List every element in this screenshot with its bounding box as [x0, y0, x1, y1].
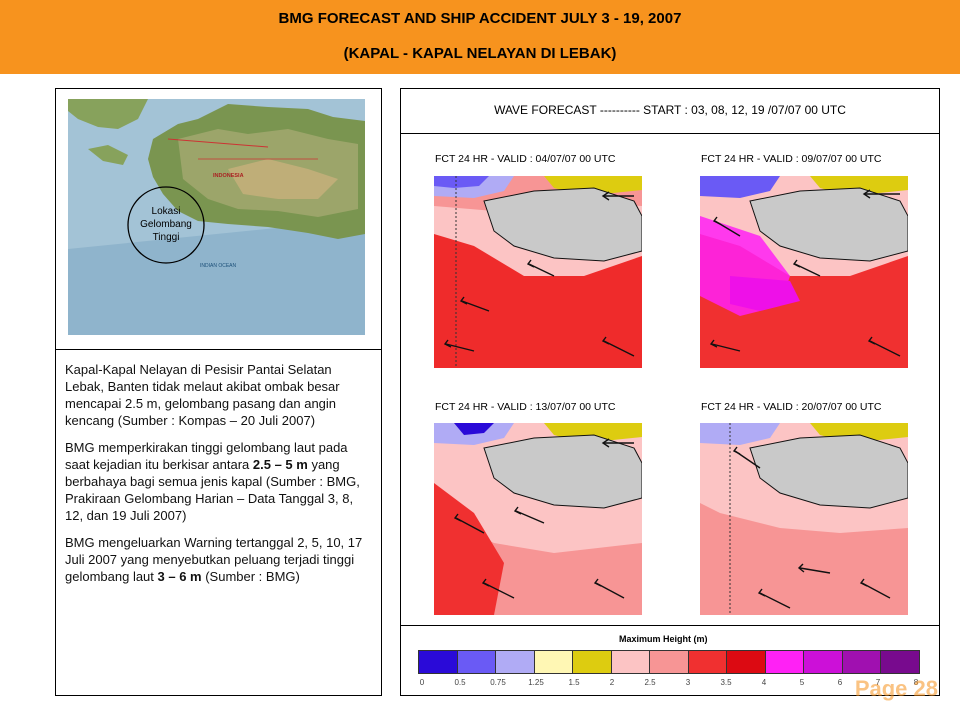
color-scale-swatch [804, 651, 843, 673]
color-scale-swatch [842, 651, 882, 673]
circle-label-line-1: Lokasi [152, 206, 181, 217]
circle-label-line-2: Gelombang [140, 219, 192, 230]
color-scale-tick-label: 2.5 [644, 678, 656, 687]
legend-divider [401, 625, 939, 626]
color-scale-tick-label: 0.5 [454, 678, 466, 687]
legend-title: Maximum Height (m) [619, 634, 708, 644]
circle-label-line-3: Tinggi [153, 232, 180, 243]
title-line-1: BMG FORECAST AND SHIP ACCIDENT JULY 3 - … [278, 10, 682, 27]
map-country-label: INDONESIA [213, 173, 244, 179]
forecast-label-3: FCT 24 HR - VALID : 13/07/07 00 UTC [435, 401, 616, 413]
map-ocean-label: INDIAN OCEAN [200, 263, 237, 269]
color-scale-tick-label: 8 [913, 678, 919, 687]
color-scale-tick-label: 1.25 [528, 678, 544, 687]
color-scale-tick-label: 0 [419, 678, 425, 687]
color-scale-tick-label: 7 [875, 678, 881, 687]
color-scale-tick-label: 3 [685, 678, 691, 687]
location-map: INDONESIA INDIAN OCEAN Lokasi Gelombang … [68, 99, 365, 335]
color-scale-swatch [881, 651, 919, 673]
color-scale-swatch [534, 651, 574, 673]
high-wave-location-circle [127, 186, 205, 264]
left-panel: INDONESIA INDIAN OCEAN Lokasi Gelombang … [55, 88, 382, 696]
color-scale-bar [418, 650, 920, 674]
paragraph-bmg-warning: BMG mengeluarkan Warning tertanggal 2, 5… [65, 535, 363, 584]
forecast-title-divider [401, 133, 939, 134]
color-scale-tick-label: 0.75 [490, 678, 506, 687]
color-scale-swatch [611, 651, 651, 673]
title-line-2: (KAPAL - KAPAL NELAYAN DI LEBAK) [343, 45, 617, 62]
page-number: Page 28 [854, 676, 938, 701]
color-scale-swatch [457, 651, 497, 673]
color-scale-tick-label: 2 [609, 678, 615, 687]
color-scale-tick-label: 4 [761, 678, 767, 687]
forecast-map-3 [434, 423, 642, 615]
color-scale-swatch [765, 651, 805, 673]
wave-forecast-title: WAVE FORECAST ---------- START : 03, 08,… [494, 103, 846, 117]
color-scale-swatch [688, 651, 728, 673]
color-scale-swatch [419, 651, 458, 673]
forecast-label-1: FCT 24 HR - VALID : 04/07/07 00 UTC [435, 153, 616, 165]
color-scale-tick-label: 1.5 [568, 678, 580, 687]
forecast-panel: WAVE FORECAST ---------- START : 03, 08,… [400, 88, 940, 696]
title-banner: BMG FORECAST AND SHIP ACCIDENT JULY 3 - … [0, 0, 960, 74]
forecast-map-4 [700, 423, 908, 615]
forecast-map-2 [700, 176, 908, 368]
color-scale-tick-label: 5 [799, 678, 805, 687]
color-scale-swatch [727, 651, 766, 673]
paragraph-kompas: Kapal-Kapal Nelayan di Pesisir Pantai Se… [65, 362, 340, 428]
color-scale-tick-label: 3.5 [720, 678, 732, 687]
forecast-label-2: FCT 24 HR - VALID : 09/07/07 00 UTC [701, 153, 882, 165]
forecast-label-4: FCT 24 HR - VALID : 20/07/07 00 UTC [701, 401, 882, 413]
report-text: Kapal-Kapal Nelayan di Pesisir Pantai Se… [65, 361, 373, 595]
left-divider [56, 349, 381, 350]
color-scale-swatch [496, 651, 535, 673]
color-scale-swatch [573, 651, 612, 673]
paragraph-bmg-estimate: BMG memperkirakan tinggi gelombang laut … [65, 440, 360, 523]
color-scale-tick-label: 6 [837, 678, 843, 687]
forecast-map-1 [434, 176, 642, 368]
color-scale-swatch [650, 651, 689, 673]
